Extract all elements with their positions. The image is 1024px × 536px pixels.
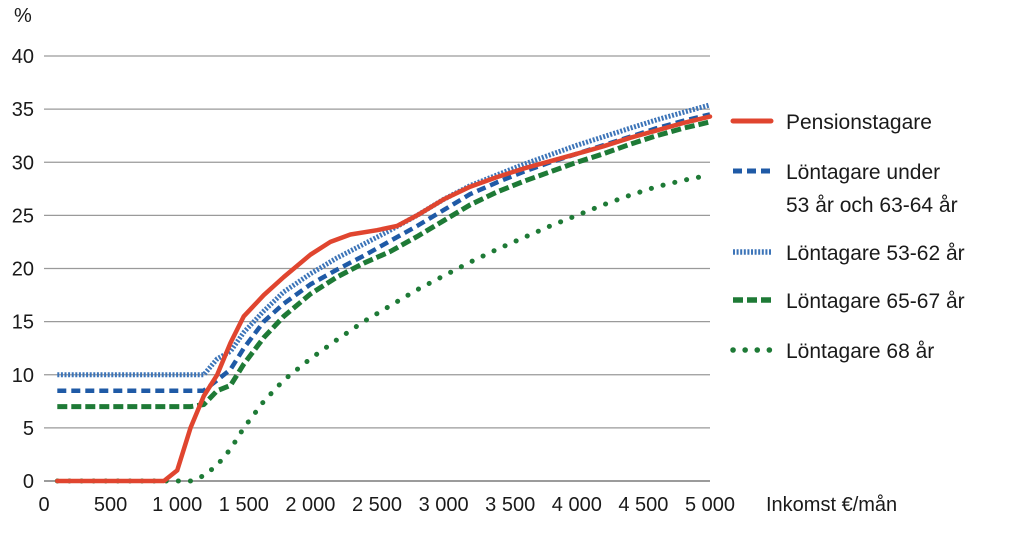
x-tick-label: 4 000 [552,494,602,516]
x-tick-label: 0 [38,494,49,516]
y-tick-label: 15 [12,312,34,334]
x-tick-label: 500 [94,494,127,516]
legend-item-0: Pensionstagare [730,111,932,134]
series-lines [54,102,713,484]
legend: Pensionstagare Löntagare under 53 år och 6… [730,111,965,363]
x-tick-label: 2 500 [352,494,402,516]
x-tick-label: 1 000 [152,494,202,516]
legend-item-1: Löntagare under 53 år och 63-64 år [733,161,958,217]
y-tick-label: 0 [23,471,34,493]
y-tick-label: 30 [12,152,34,174]
series-line-2 [57,102,711,378]
x-tick-label: 3 500 [485,494,535,516]
legend-label: 53 år och 63-64 år [786,194,958,217]
series-line-4 [54,172,713,484]
x-tick-label: 4 500 [618,494,668,516]
series-line-3 [57,119,711,410]
legend-item-3: Löntagare 65-67 år [733,290,965,313]
x-tick-label: 1 500 [219,494,269,516]
x-axis-ticks: 0 500 1 000 1 500 2 000 2 500 3 000 3 500 4 000 4… [38,494,735,516]
y-tick-label: 25 [12,205,34,227]
gridlines [44,55,710,482]
y-tick-label: 40 [12,46,34,68]
y-tick-label: 5 [23,418,34,440]
x-tick-label: 3 000 [419,494,469,516]
legend-label: Löntagare under [786,161,940,184]
y-axis-label: % [14,5,32,27]
legend-label: Pensionstagare [786,111,932,134]
x-tick-label: 2 000 [285,494,335,516]
y-tick-label: 35 [12,99,34,121]
legend-item-2: Löntagare 53-62 år [733,242,965,265]
x-axis-label: Inkomst €/mån [766,494,897,516]
series-line-0 [55,114,713,484]
legend-label: Löntagare 53-62 år [786,242,965,265]
y-tick-label: 10 [12,365,34,387]
x-tick-label: 5 000 [685,494,735,516]
legend-item-4: Löntagare 68 år [730,340,934,363]
y-axis-ticks: 0 5 10 15 20 25 30 35 40 [12,46,34,493]
legend-label: Löntagare 65-67 år [786,290,965,313]
y-tick-label: 20 [12,259,34,281]
legend-label: Löntagare 68 år [786,340,934,363]
